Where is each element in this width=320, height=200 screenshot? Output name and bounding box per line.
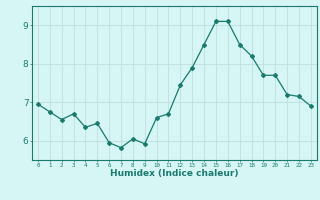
- X-axis label: Humidex (Indice chaleur): Humidex (Indice chaleur): [110, 169, 239, 178]
